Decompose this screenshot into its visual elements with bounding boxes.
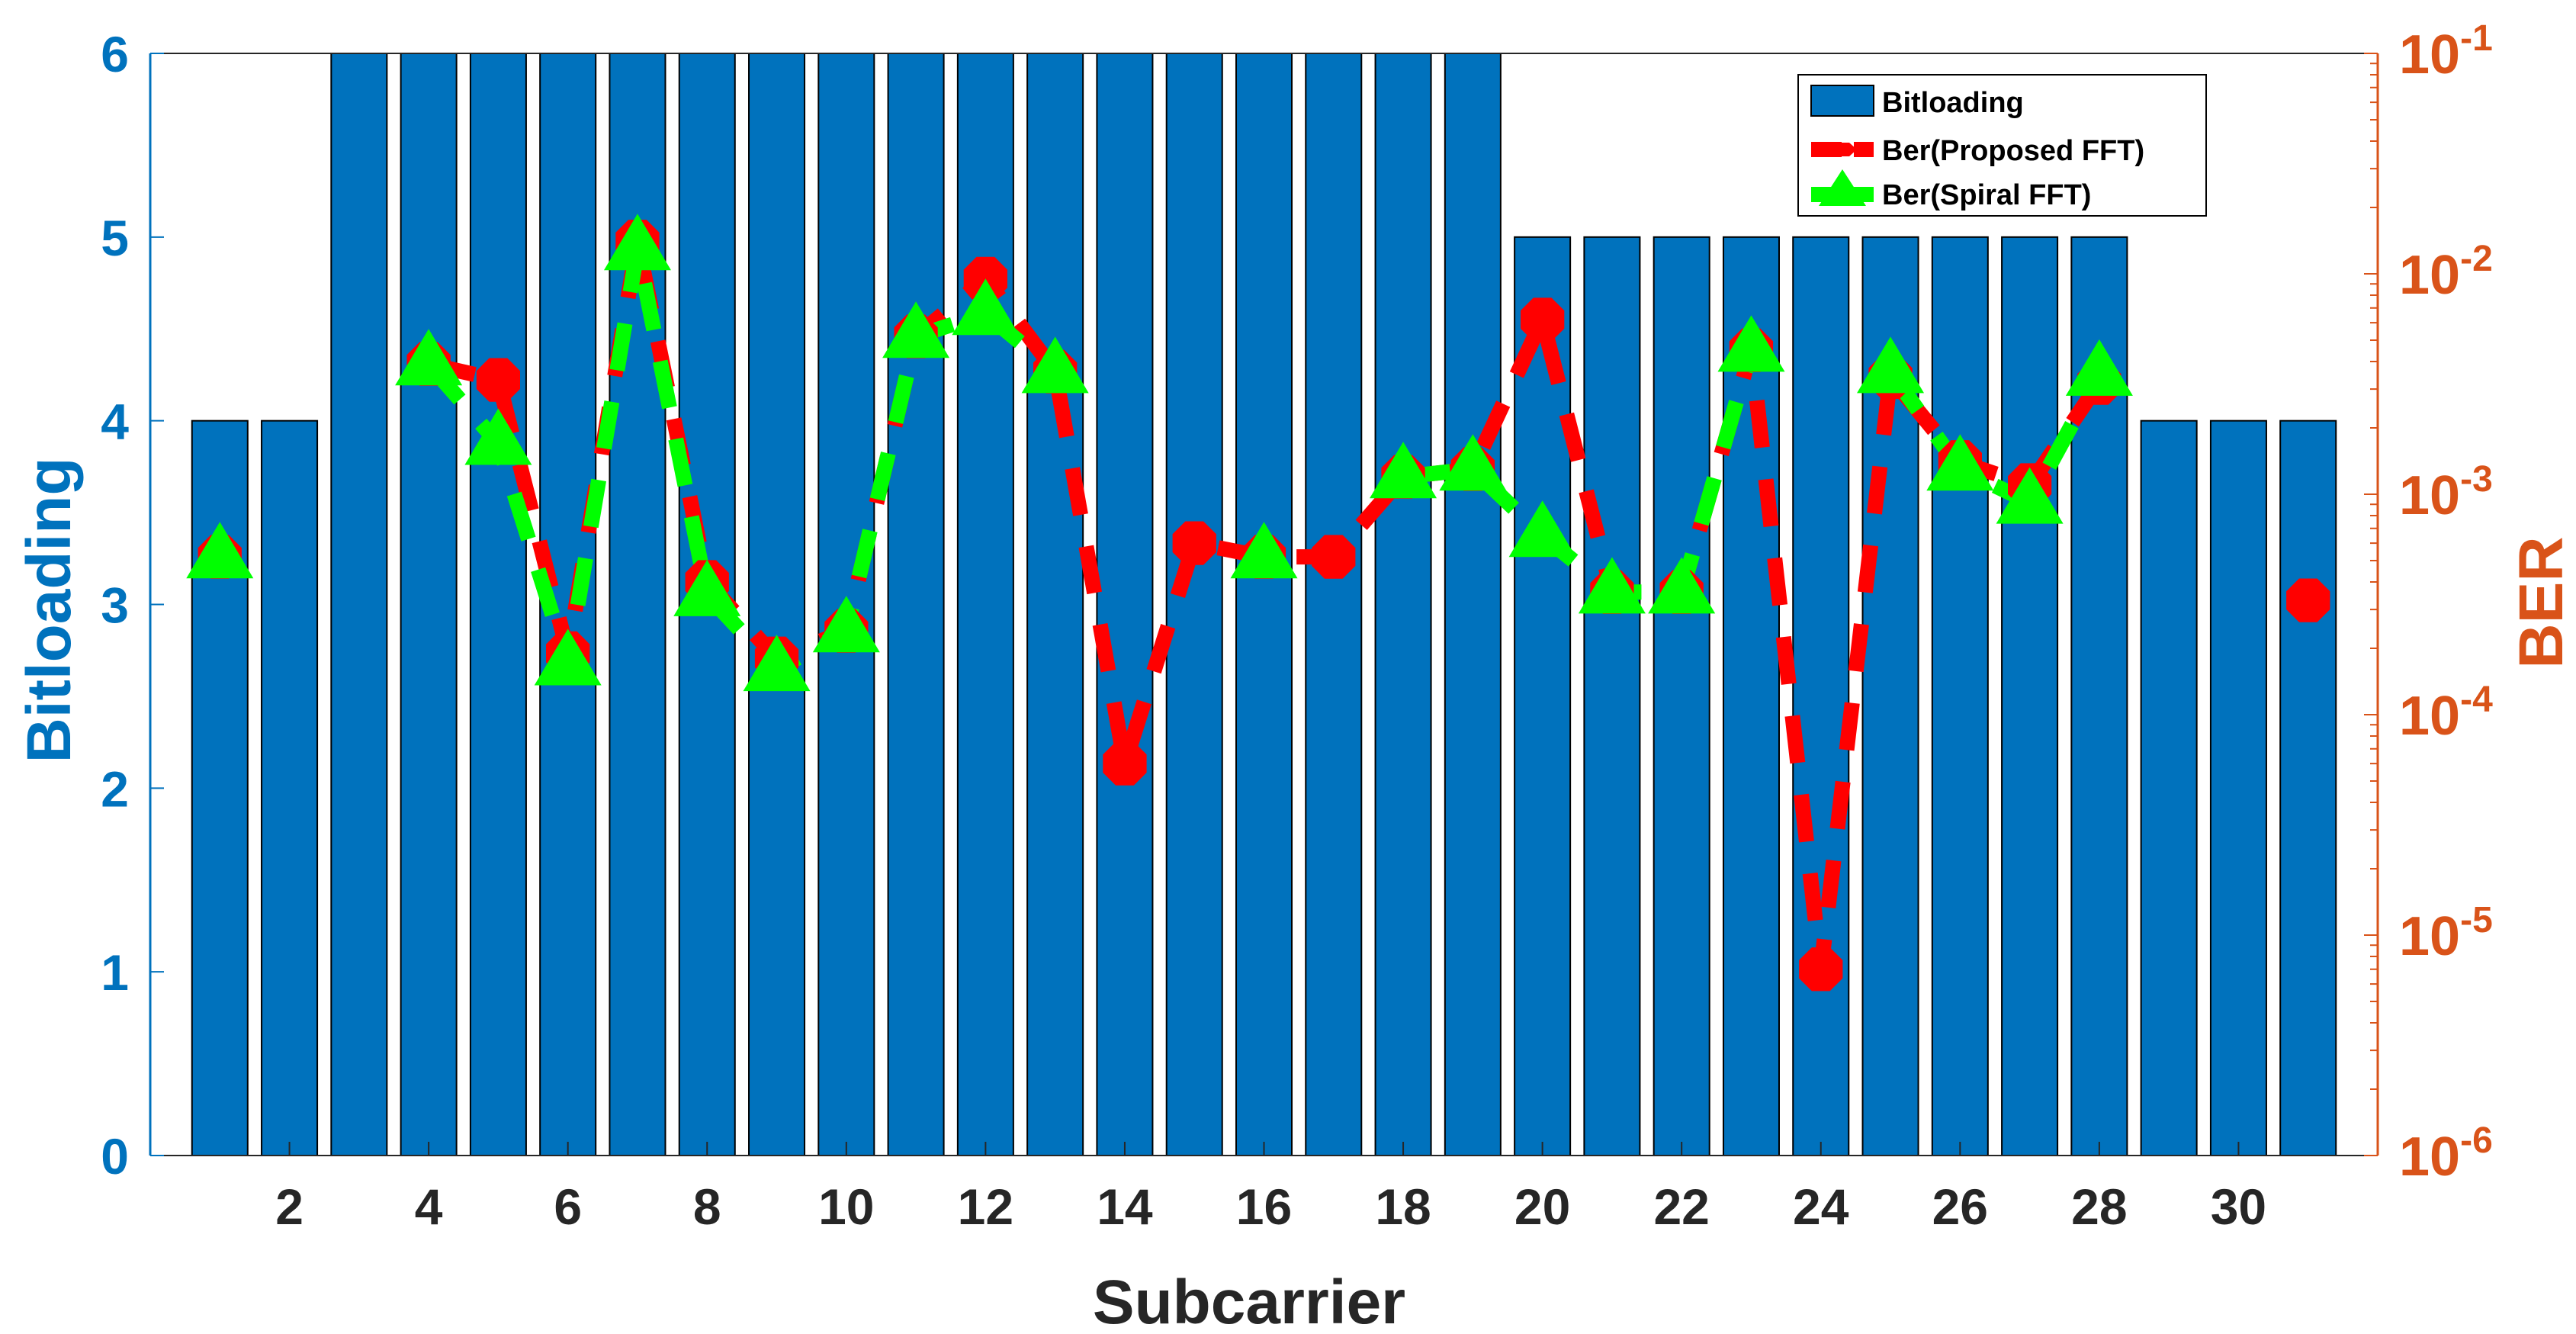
legend-bitloading-swatch xyxy=(1810,85,1874,117)
x-tick-label-8: 8 xyxy=(693,1178,721,1235)
series-2-marker-4 xyxy=(395,329,463,386)
right-y-axis-label: BER xyxy=(2507,536,2576,668)
x-tick-label-26: 26 xyxy=(1932,1178,1988,1235)
left-tick-label-5: 5 xyxy=(101,210,129,266)
series-2-marker-28 xyxy=(2065,339,2133,396)
bar-19 xyxy=(1444,53,1502,1156)
right-tick-label--4: 10-4 xyxy=(2399,680,2493,747)
bars-layer xyxy=(191,53,2337,1156)
series-1-marker-14 xyxy=(1103,741,1147,786)
series-2-marker-8 xyxy=(673,559,741,616)
left-tick-label-0: 0 xyxy=(101,1128,129,1185)
series-2-marker-27 xyxy=(1996,467,2064,524)
series-1-marker-24 xyxy=(1799,947,1843,992)
x-tick-label-4: 4 xyxy=(415,1178,443,1235)
bar-4 xyxy=(400,53,458,1156)
legend-proposed-label: Ber(Proposed FFT) xyxy=(1882,135,2144,167)
series-2-marker-20 xyxy=(1508,500,1576,558)
series-2-marker-5 xyxy=(464,408,532,465)
x-tick-label-30: 30 xyxy=(2211,1178,2266,1235)
bar-14 xyxy=(1096,53,1154,1156)
series-2-marker-7 xyxy=(603,214,671,271)
series-2-line-segment-1 xyxy=(422,241,1061,677)
series-2-line-segment-4 xyxy=(1884,367,2106,510)
series-2-marker-22 xyxy=(1648,557,1716,614)
legend-proposed-marker xyxy=(1828,143,1857,156)
left-tick-label-4: 4 xyxy=(101,394,129,450)
x-tick-label-14: 14 xyxy=(1097,1178,1153,1235)
bar-27 xyxy=(2001,236,2059,1156)
bar-3 xyxy=(330,53,388,1156)
bar-2 xyxy=(261,419,319,1156)
x-tick-label-18: 18 xyxy=(1375,1178,1431,1235)
series-2-marker-1 xyxy=(186,522,254,579)
series-2-marker-25 xyxy=(1857,336,1925,394)
bar-15 xyxy=(1165,53,1223,1156)
legend: Bitloading Ber(Proposed FFT) Ber(Spiral … xyxy=(1797,74,2207,217)
bar-18 xyxy=(1374,53,1432,1156)
lines-layer xyxy=(186,214,2330,992)
series-1-marker-5 xyxy=(476,358,520,402)
legend-spiral-label: Ber(Spiral FFT) xyxy=(1882,179,2091,211)
series-1-marker-20 xyxy=(1521,297,1565,342)
ticks-layer: 2 4 6 8 10 12 14 16 18 20 22 24 26 28 30012345610-610-… xyxy=(101,18,2493,1235)
x-tick-label-22: 22 xyxy=(1653,1178,1709,1235)
bar-9 xyxy=(748,53,806,1156)
series-2-marker-11 xyxy=(882,301,950,358)
bar-16 xyxy=(1235,53,1293,1156)
bar-24 xyxy=(1792,236,1850,1156)
right-tick-label--3: 10-3 xyxy=(2399,459,2493,526)
series-2-marker-21 xyxy=(1578,557,1646,614)
series-2-marker-19 xyxy=(1439,434,1507,491)
x-tick-label-2: 2 xyxy=(275,1178,304,1235)
bar-12 xyxy=(956,53,1014,1156)
bar-11 xyxy=(887,53,945,1156)
series-2-marker-18 xyxy=(1370,442,1437,499)
right-tick-label--6: 10-6 xyxy=(2399,1120,2493,1188)
right-tick-label--2: 10-2 xyxy=(2399,239,2493,306)
x-axis-label: Subcarrier xyxy=(1093,1268,1405,1334)
series-2-marker-26 xyxy=(1926,434,1994,491)
bar-5 xyxy=(469,53,527,1156)
right-tick-label--1: 10-1 xyxy=(2399,18,2493,85)
bar-26 xyxy=(1931,236,1989,1156)
series-2-marker-9 xyxy=(743,635,811,692)
right-tick-label--5: 10-5 xyxy=(2399,900,2493,967)
bar-21 xyxy=(1583,236,1641,1156)
legend-spiral-marker xyxy=(1819,169,1866,206)
bar-30 xyxy=(2209,419,2267,1156)
x-tick-label-12: 12 xyxy=(958,1178,1013,1235)
series-2-marker-10 xyxy=(812,596,880,653)
bar-13 xyxy=(1026,53,1084,1156)
bar-31 xyxy=(2279,419,2337,1156)
x-tick-label-10: 10 xyxy=(818,1178,874,1235)
left-tick-label-6: 6 xyxy=(101,26,129,82)
x-tick-label-24: 24 xyxy=(1793,1178,1849,1235)
series-1-marker-15 xyxy=(1172,521,1216,565)
x-tick-label-6: 6 xyxy=(554,1178,582,1235)
left-y-axis-label: Bitloading xyxy=(14,458,84,763)
left-tick-label-3: 3 xyxy=(101,577,129,634)
series-2-marker-13 xyxy=(1021,336,1089,394)
bar-20 xyxy=(1514,236,1572,1156)
x-tick-label-28: 28 xyxy=(2071,1178,2127,1235)
x-tick-label-20: 20 xyxy=(1514,1178,1570,1235)
series-1-marker-17 xyxy=(1312,535,1356,579)
series-1-marker-31 xyxy=(2286,578,2330,622)
series-2-marker-12 xyxy=(952,278,1020,336)
left-tick-label-2: 2 xyxy=(101,760,129,817)
legend-bitloading-label: Bitloading xyxy=(1882,87,2024,119)
series-2-marker-6 xyxy=(534,628,602,686)
bar-17 xyxy=(1305,53,1363,1156)
left-tick-label-1: 1 xyxy=(101,944,129,1001)
series-2-marker-23 xyxy=(1717,315,1785,372)
x-tick-label-16: 16 xyxy=(1236,1178,1292,1235)
series-2-marker-16 xyxy=(1230,522,1298,579)
bar-22 xyxy=(1653,236,1710,1156)
bar-29 xyxy=(2140,419,2198,1156)
